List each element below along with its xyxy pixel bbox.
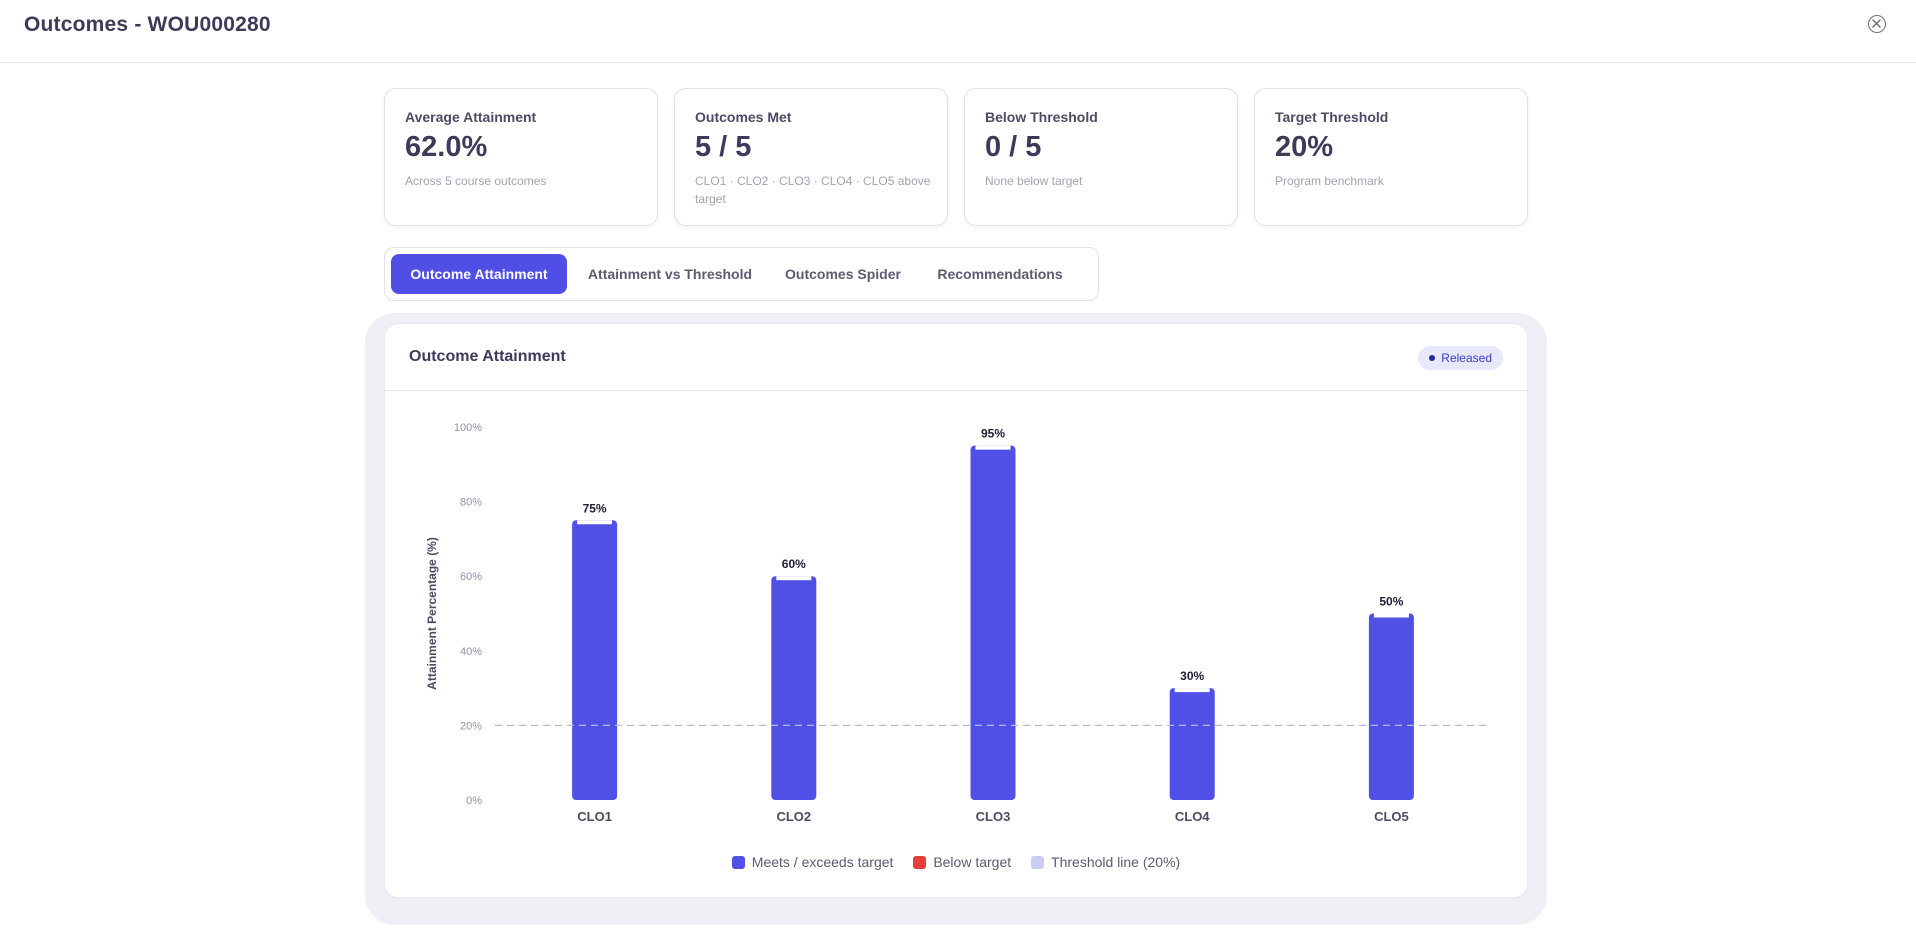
bar-clo4	[1169, 688, 1215, 800]
tab-outcomes-spider[interactable]: Outcomes Spider	[785, 266, 901, 282]
stat-value: 5 / 5	[695, 131, 752, 163]
bar-cap-notch	[1174, 688, 1210, 693]
stat-label: Outcomes Met	[695, 109, 792, 125]
page-title: Outcomes - WOU000280	[24, 13, 271, 36]
panel-title: Outcome Attainment	[409, 348, 566, 365]
stat-value: 0 / 5	[985, 131, 1042, 163]
status-badge: Released	[1418, 346, 1503, 370]
chart-legend: Meets / exceeds target Below target Thre…	[385, 853, 1527, 873]
stat-subtext: Across 5 course outcomes	[405, 174, 547, 188]
stat-value: 62.0%	[405, 131, 488, 163]
stat-label: Target Threshold	[1275, 109, 1389, 125]
bar-cap-notch	[776, 576, 812, 581]
x-tick-label: CLO4	[1175, 809, 1210, 824]
data-label: 60%	[782, 557, 806, 571]
stat-label: Average Attainment	[405, 109, 537, 125]
stat-value: 20%	[1275, 131, 1334, 163]
chart-panel: Outcome Attainment Released 0% 20% 40% 60% 8…	[384, 323, 1528, 898]
attainment-bar-chart: 0% 20% 40% 60% 80% 100% Attainment Percentage …	[425, 422, 1491, 824]
legend-label: Meets / exceeds target	[751, 854, 894, 871]
legend-item-below[interactable]: Below target	[913, 854, 1011, 870]
stat-label: Below Threshold	[985, 109, 1098, 125]
y-tick-label: 0%	[466, 795, 482, 807]
stat-card-outcomes-met: Outcomes Met 5 / 5 CLO1 · CLO2 · CLO3 · …	[674, 88, 948, 226]
legend-label: Below target	[933, 854, 1012, 871]
data-label: 95%	[981, 427, 1005, 441]
x-tick-label: CLO2	[776, 809, 811, 824]
legend-swatch-threshold	[1031, 856, 1045, 870]
bar-cap-notch	[1373, 613, 1409, 618]
legend-swatch-meets	[731, 856, 745, 870]
tab-bar: Outcome Attainment Attainment vs Thresho…	[384, 247, 1099, 301]
bar-clo5	[1368, 613, 1414, 800]
bar-clo1	[572, 520, 618, 800]
x-tick-label: CLO1	[577, 809, 612, 824]
stat-card-average-attainment: Average Attainment 62.0% Across 5 course…	[384, 88, 658, 226]
y-tick-label: 80%	[460, 497, 482, 509]
close-icon[interactable]	[1868, 15, 1886, 33]
legend-swatch-below	[913, 856, 927, 870]
y-tick-label: 60%	[460, 571, 482, 583]
stat-card-below-threshold: Below Threshold 0 / 5 None below target	[964, 88, 1238, 226]
x-tick-label: CLO3	[976, 809, 1011, 824]
data-label: 75%	[583, 501, 607, 515]
panel-header: Outcome Attainment Released	[385, 324, 1527, 391]
x-tick-label: CLO5	[1374, 809, 1409, 824]
bar-clo2	[771, 576, 817, 800]
tab-outcome-attainment[interactable]: Outcome Attainment	[391, 254, 567, 294]
bar-cap-notch	[577, 520, 613, 525]
y-tick-label: 20%	[460, 720, 482, 732]
data-label: 50%	[1379, 595, 1403, 609]
legend-label: Threshold line (20%)	[1051, 854, 1181, 871]
y-tick-label: 100%	[454, 422, 482, 434]
stat-card-target-threshold: Target Threshold 20% Program benchmark	[1254, 88, 1528, 226]
data-label: 30%	[1180, 669, 1204, 683]
tab-recommendations[interactable]: Recommendations	[937, 266, 1063, 282]
stat-subtext: Program benchmark	[1275, 174, 1384, 188]
modal-header: Outcomes - WOU000280	[0, 0, 1916, 63]
stats-row: Average Attainment 62.0% Across 5 course…	[384, 88, 1529, 226]
legend-item-meets[interactable]: Meets / exceeds target	[731, 854, 894, 871]
y-tick-label: 40%	[460, 646, 482, 658]
legend-item-threshold[interactable]: Threshold line (20%)	[1031, 854, 1180, 870]
tab-attainment-vs-threshold[interactable]: Attainment vs Threshold	[587, 266, 753, 282]
bar-cap-notch	[975, 445, 1011, 450]
bar-clo3	[970, 445, 1016, 800]
y-axis-label: Attainment Percentage (%)	[425, 537, 439, 690]
stat-subtext: CLO1 · CLO2 · CLO3 · CLO4 · CLO5 above t…	[695, 174, 931, 206]
stat-subtext: None below target	[985, 174, 1083, 188]
